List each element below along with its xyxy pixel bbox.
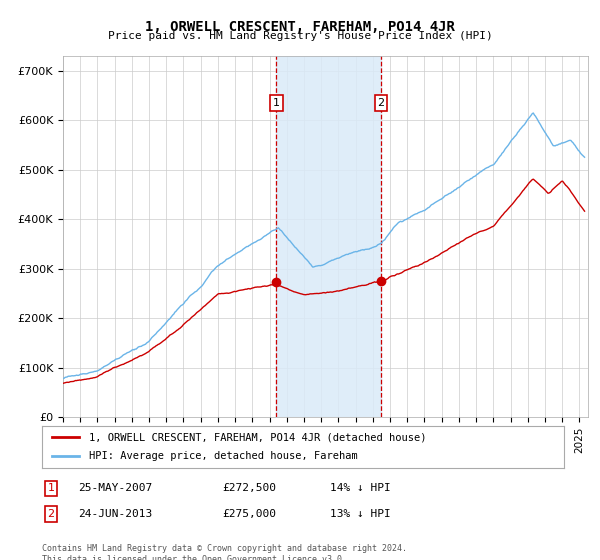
Text: 1, ORWELL CRESCENT, FAREHAM, PO14 4JR: 1, ORWELL CRESCENT, FAREHAM, PO14 4JR	[145, 20, 455, 34]
Text: £272,500: £272,500	[222, 483, 276, 493]
Text: 25-MAY-2007: 25-MAY-2007	[78, 483, 152, 493]
Text: Contains HM Land Registry data © Crown copyright and database right 2024.
This d: Contains HM Land Registry data © Crown c…	[42, 544, 407, 560]
Text: 24-JUN-2013: 24-JUN-2013	[78, 509, 152, 519]
Text: 2: 2	[377, 98, 385, 108]
Bar	[276, 56, 381, 417]
Text: HPI: Average price, detached house, Fareham: HPI: Average price, detached house, Fare…	[89, 451, 358, 461]
Text: 13% ↓ HPI: 13% ↓ HPI	[330, 509, 391, 519]
Text: 1, ORWELL CRESCENT, FAREHAM, PO14 4JR (detached house): 1, ORWELL CRESCENT, FAREHAM, PO14 4JR (d…	[89, 432, 427, 442]
Text: 14% ↓ HPI: 14% ↓ HPI	[330, 483, 391, 493]
Text: 1: 1	[273, 98, 280, 108]
Text: 1: 1	[47, 483, 55, 493]
Text: Price paid vs. HM Land Registry's House Price Index (HPI): Price paid vs. HM Land Registry's House …	[107, 31, 493, 41]
Text: £275,000: £275,000	[222, 509, 276, 519]
Text: 2: 2	[47, 509, 55, 519]
